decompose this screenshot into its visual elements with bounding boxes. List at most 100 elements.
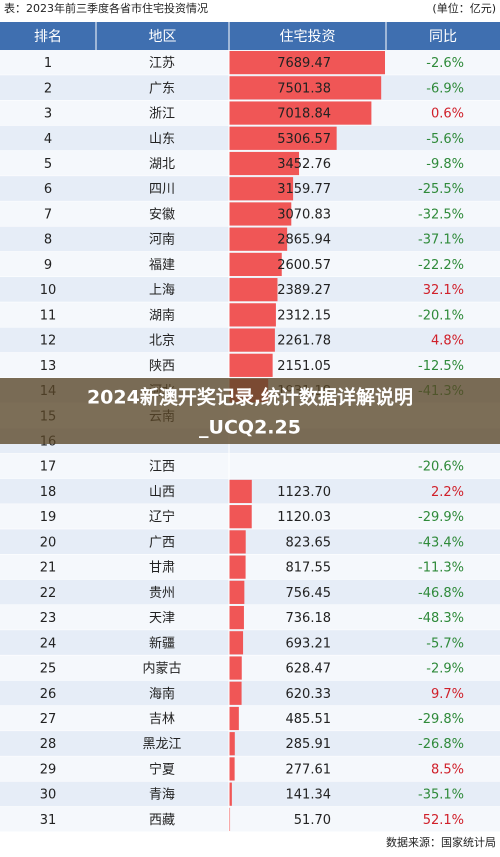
region: 海南	[149, 686, 175, 702]
region: 安徽	[149, 207, 175, 222]
region: 天津	[149, 611, 175, 626]
region: 江西	[149, 460, 175, 475]
row-bg	[0, 554, 500, 580]
yoy: -5.6%	[426, 132, 464, 147]
yoy: -26.8%	[418, 737, 464, 752]
row-bg	[0, 655, 500, 681]
rank: 19	[40, 510, 57, 525]
yoy: -29.8%	[418, 712, 464, 727]
investment: 2389.27	[277, 283, 331, 298]
region: 吉林	[149, 712, 175, 727]
investment: 141.34	[286, 788, 332, 803]
investment: 7501.38	[277, 81, 331, 96]
bar	[229, 580, 245, 604]
region: 广东	[149, 81, 175, 96]
yoy: -2.9%	[426, 662, 464, 677]
yoy: 32.1%	[423, 283, 464, 298]
region: 辽宁	[149, 509, 175, 525]
bar	[229, 303, 276, 327]
region: 福建	[149, 258, 175, 273]
title: 表：2023年前三季度各省市住宅投资情况	[4, 1, 208, 15]
bar	[229, 202, 292, 226]
header-row	[0, 22, 500, 50]
region: 上海	[149, 283, 175, 298]
yoy: -25.5%	[418, 182, 464, 197]
region: 内蒙古	[142, 661, 181, 677]
bar	[229, 126, 337, 150]
region: 江苏	[149, 55, 175, 71]
rank: 17	[40, 460, 57, 475]
yoy: 9.7%	[431, 687, 464, 702]
row-bg	[0, 756, 500, 782]
investment: 693.21	[286, 636, 332, 651]
rank: 12	[40, 334, 57, 349]
rank: 20	[40, 535, 57, 550]
investment: 7018.84	[277, 107, 331, 122]
region: 甘肃	[149, 561, 175, 576]
investment: 628.47	[286, 662, 332, 677]
bar	[229, 732, 235, 756]
rank: 4	[44, 132, 52, 147]
banner-bg	[0, 378, 500, 444]
region: 贵州	[149, 586, 175, 601]
yoy: -46.8%	[418, 586, 464, 601]
investment: 736.18	[286, 611, 332, 626]
investment: 51.70	[294, 813, 331, 828]
yoy: 2.2%	[431, 485, 464, 500]
region: 北京	[149, 334, 175, 349]
yoy: -32.5%	[418, 207, 464, 222]
bar	[229, 530, 246, 554]
bar	[229, 479, 252, 504]
rank: 3	[44, 107, 52, 122]
rank: 22	[40, 586, 57, 601]
bar	[229, 505, 252, 529]
investment: 485.51	[286, 712, 332, 727]
bar	[229, 555, 246, 579]
rank: 9	[44, 258, 52, 273]
bar	[229, 631, 244, 655]
bar	[229, 101, 372, 125]
rank: 8	[44, 233, 52, 248]
investment: 3159.77	[277, 182, 331, 197]
region: 宁夏	[149, 761, 175, 777]
rank: 2	[44, 81, 52, 96]
region: 西藏	[149, 813, 175, 828]
yoy: 4.8%	[431, 334, 464, 349]
rank: 13	[40, 359, 57, 374]
investment: 817.55	[286, 561, 332, 576]
yoy: -29.9%	[418, 510, 464, 525]
rank: 6	[44, 182, 52, 197]
row-bg	[0, 731, 500, 757]
yoy: -48.3%	[418, 611, 464, 626]
rank: 1	[44, 56, 52, 71]
rank: 24	[40, 636, 57, 651]
region: 新疆	[149, 635, 175, 651]
region: 湖北	[149, 157, 175, 172]
investment: 3452.76	[277, 157, 331, 172]
row-bg	[0, 806, 500, 832]
bar	[229, 681, 242, 705]
bar	[229, 227, 288, 251]
rank: 7	[44, 207, 52, 222]
yoy: -2.6%	[426, 56, 464, 71]
bar	[229, 278, 278, 302]
region: 黑龙江	[142, 737, 181, 752]
bar	[229, 76, 382, 100]
investment: 2865.94	[277, 233, 331, 248]
bar	[229, 706, 239, 731]
yoy: 0.6%	[431, 107, 464, 122]
bar	[229, 328, 275, 352]
row-bg	[0, 680, 500, 706]
yoy: -43.4%	[418, 535, 464, 550]
yoy: -37.1%	[418, 233, 464, 248]
bar	[229, 177, 294, 201]
investment: 2600.57	[277, 258, 331, 273]
bar	[229, 757, 235, 781]
region: 浙江	[149, 107, 175, 122]
yoy: -11.3%	[418, 561, 464, 576]
region: 湖南	[149, 307, 175, 323]
region: 陕西	[149, 359, 175, 374]
investment: 2151.05	[277, 359, 331, 374]
